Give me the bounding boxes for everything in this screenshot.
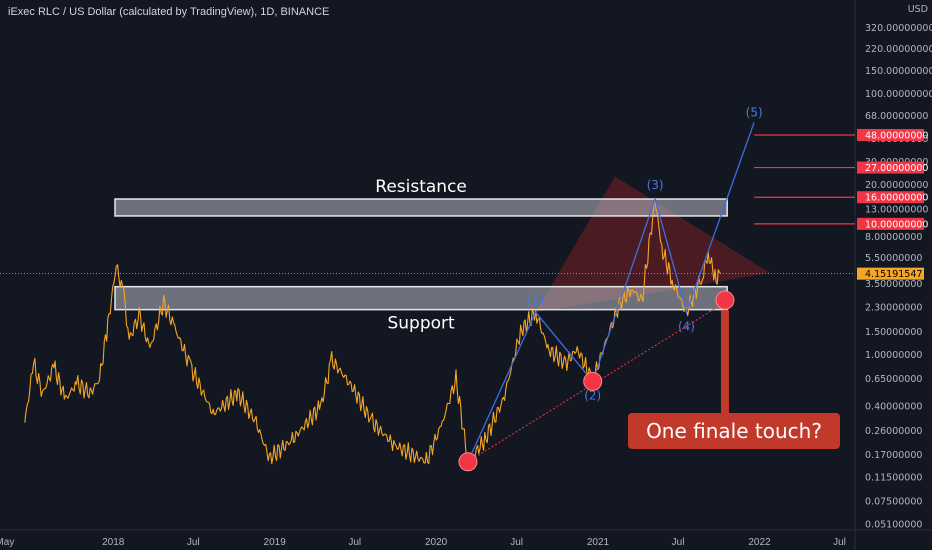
touch-point-marker (458, 452, 478, 472)
y-tick-label: 150.00000000 (865, 66, 932, 77)
y-tick-label: 13.00000000 (865, 204, 928, 215)
touch-point-marker (583, 371, 603, 391)
x-tick-label: 2021 (587, 537, 610, 548)
target-label: 16.00000000 (865, 193, 928, 204)
target-tag (857, 217, 924, 230)
y-tick-label: 0.07500000 (865, 497, 922, 508)
target-label: 27.00000000 (865, 163, 928, 174)
target-label: 48.00000000 (865, 130, 928, 141)
support-label: Support (387, 314, 455, 334)
support-trendline (467, 301, 726, 463)
x-tick-label: 2020 (425, 537, 448, 548)
y-tick-label: 68.00000000 (865, 111, 928, 122)
y-tick-label: 220.00000000 (865, 44, 932, 55)
current-price-tag (857, 267, 924, 280)
y-tick-label: 0.17000000 (865, 450, 922, 461)
wave-label: (1) (527, 293, 544, 307)
y-tick-label: 8.00000000 (865, 232, 922, 243)
y-tick-label: 1.00000000 (865, 350, 922, 361)
y-tick-label: 0.40000000 (865, 402, 922, 413)
y-tick-label: 3.50000000 (865, 279, 922, 290)
x-tick-label: 2018 (102, 537, 125, 548)
y-axis-unit-label: USD (908, 4, 928, 15)
callout-label: One finale touch? (646, 419, 822, 443)
projection-triangle (535, 176, 770, 313)
y-tick-label: 0.65000000 (865, 374, 922, 385)
callout-box (628, 413, 840, 449)
touch-point-marker (715, 290, 735, 310)
resistance-zone (114, 198, 728, 217)
x-tick-label: Jul (672, 537, 685, 548)
y-tick-label: 1.50000000 (865, 327, 922, 338)
x-tick-label: May (0, 537, 14, 548)
y-tick-label: 2.30000000 (865, 303, 922, 314)
target-tag (857, 161, 924, 174)
x-tick-label: Jul (348, 537, 361, 548)
x-tick-label: 2019 (264, 537, 287, 548)
support-zone (114, 285, 728, 311)
target-label: 10.00000000 (865, 219, 928, 230)
elliott-wave-lines (467, 122, 755, 463)
y-tick-label: 100.00000000 (865, 89, 932, 100)
price-series-line (24, 201, 721, 465)
y-tick-label: 0.05100000 (865, 520, 922, 531)
y-tick-label: 320.00000000 (865, 23, 932, 34)
target-tag (857, 128, 924, 141)
x-tick-label: Jul (510, 537, 523, 548)
y-tick-label: 0.11500000 (865, 472, 922, 483)
x-tick-label: 2022 (748, 537, 771, 548)
chart-title: iExec RLC / US Dollar (calculated by Tra… (8, 6, 330, 18)
wave-label: (2) (584, 388, 601, 402)
wave-label: (3) (647, 178, 664, 192)
current-price-label: 4.15191547 (865, 269, 922, 280)
target-tag (857, 191, 924, 204)
x-tick-label: Jul (833, 537, 846, 548)
callout-pointer (720, 310, 729, 413)
x-tick-label: Jul (187, 537, 200, 548)
resistance-label: Resistance (375, 177, 467, 197)
wave-label: (5) (746, 105, 763, 119)
y-tick-label: 5.50000000 (865, 253, 922, 264)
y-tick-label: 20.00000000 (865, 180, 928, 191)
y-tick-label: 0.26000000 (865, 426, 922, 437)
